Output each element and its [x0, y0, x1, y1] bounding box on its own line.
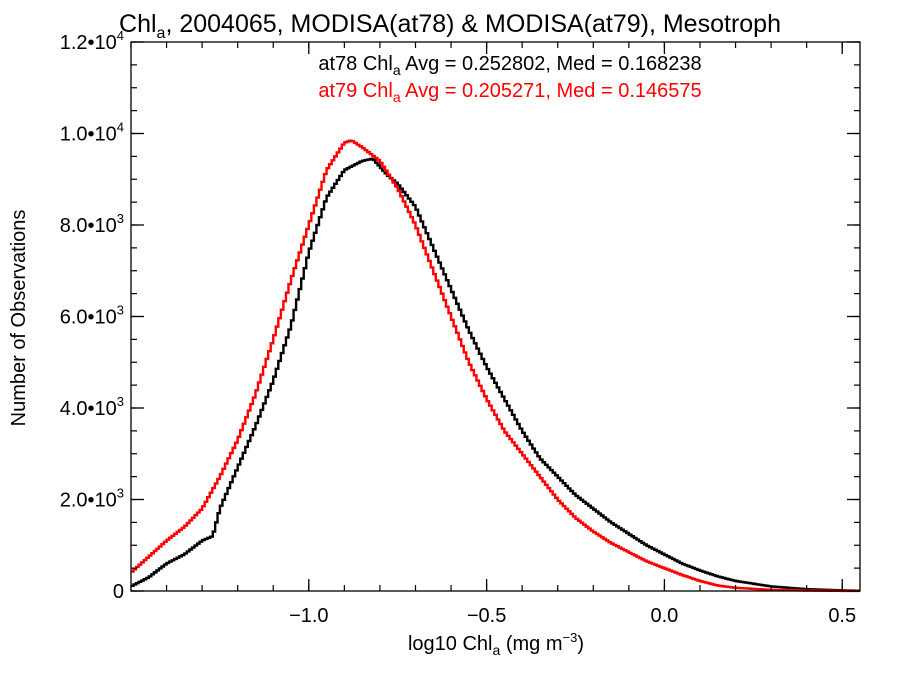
series-line-0 — [131, 157, 860, 592]
annotation-at79: at79 Chla Avg = 0.205271, Med = 0.146575 — [318, 80, 701, 105]
y-tick-label-2: 4.0•103 — [60, 394, 124, 420]
plot-area: −1.0 −0.5 0.0 0.5 0 2.0•103 4.0•103 6.0•103 8.0•… — [60, 28, 861, 627]
annotation-at78: at78 Chla Avg = 0.252802, Med = 0.168238 — [318, 53, 701, 78]
y-tick-label-0: 0 — [113, 581, 124, 603]
y-tick-label-5: 1.0•104 — [60, 120, 124, 146]
y-tick-label-6: 1.2•104 — [60, 28, 124, 54]
x-tick-label-1: −0.5 — [467, 605, 506, 627]
plot-frame — [130, 41, 861, 592]
y-tick-label-4: 8.0•103 — [60, 211, 124, 237]
x-tick-label-3: 0.5 — [828, 605, 856, 627]
x-tick-label-2: 0.0 — [651, 605, 679, 627]
y-axis-label: Number of Observations — [8, 210, 30, 427]
x-tick-label-0: −1.0 — [289, 605, 328, 627]
series-line-1 — [131, 139, 860, 593]
chart-title: Chla, 2004065, MODISA(at78) & MODISA(at7… — [119, 10, 781, 42]
y-tick-label-1: 2.0•103 — [60, 486, 124, 512]
y-tick-label-3: 6.0•103 — [60, 303, 124, 329]
x-axis-label: log10 Chla (mg m−3) — [408, 630, 584, 658]
